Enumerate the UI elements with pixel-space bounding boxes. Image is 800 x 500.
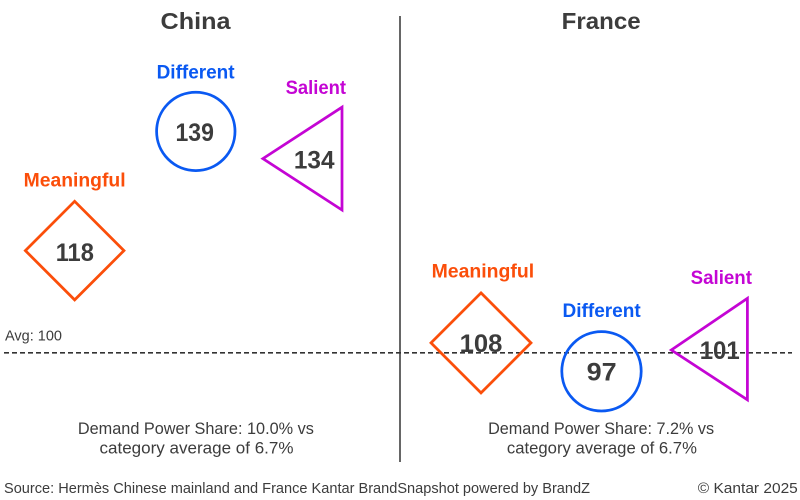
svg-text:category average of 6.7%: category average of 6.7% — [100, 439, 294, 458]
svg-text:134: 134 — [294, 146, 335, 174]
svg-text:category average of 6.7%: category average of 6.7% — [507, 439, 697, 458]
svg-text:Salient: Salient — [286, 77, 347, 99]
svg-text:Source: Hermès Chinese mainlan: Source: Hermès Chinese mainland and Fran… — [4, 481, 590, 497]
svg-text:Salient: Salient — [691, 267, 753, 289]
svg-text:108: 108 — [460, 330, 503, 358]
svg-text:Avg: 100: Avg: 100 — [5, 328, 62, 345]
svg-text:Meaningful: Meaningful — [24, 169, 126, 191]
svg-text:China: China — [161, 8, 232, 34]
svg-text:101: 101 — [700, 337, 740, 365]
svg-text:Demand Power Share: 7.2% vs: Demand Power Share: 7.2% vs — [488, 419, 714, 438]
svg-text:118: 118 — [56, 239, 94, 267]
svg-text:France: France — [562, 8, 641, 34]
svg-text:97: 97 — [587, 358, 617, 386]
svg-text:139: 139 — [176, 119, 214, 147]
svg-text:Meaningful: Meaningful — [432, 261, 535, 283]
svg-text:Different: Different — [157, 61, 235, 83]
svg-text:Different: Different — [563, 300, 642, 322]
svg-text:Demand Power Share: 10.0% vs: Demand Power Share: 10.0% vs — [78, 419, 314, 438]
svg-text:© Kantar 2025: © Kantar 2025 — [698, 481, 798, 497]
